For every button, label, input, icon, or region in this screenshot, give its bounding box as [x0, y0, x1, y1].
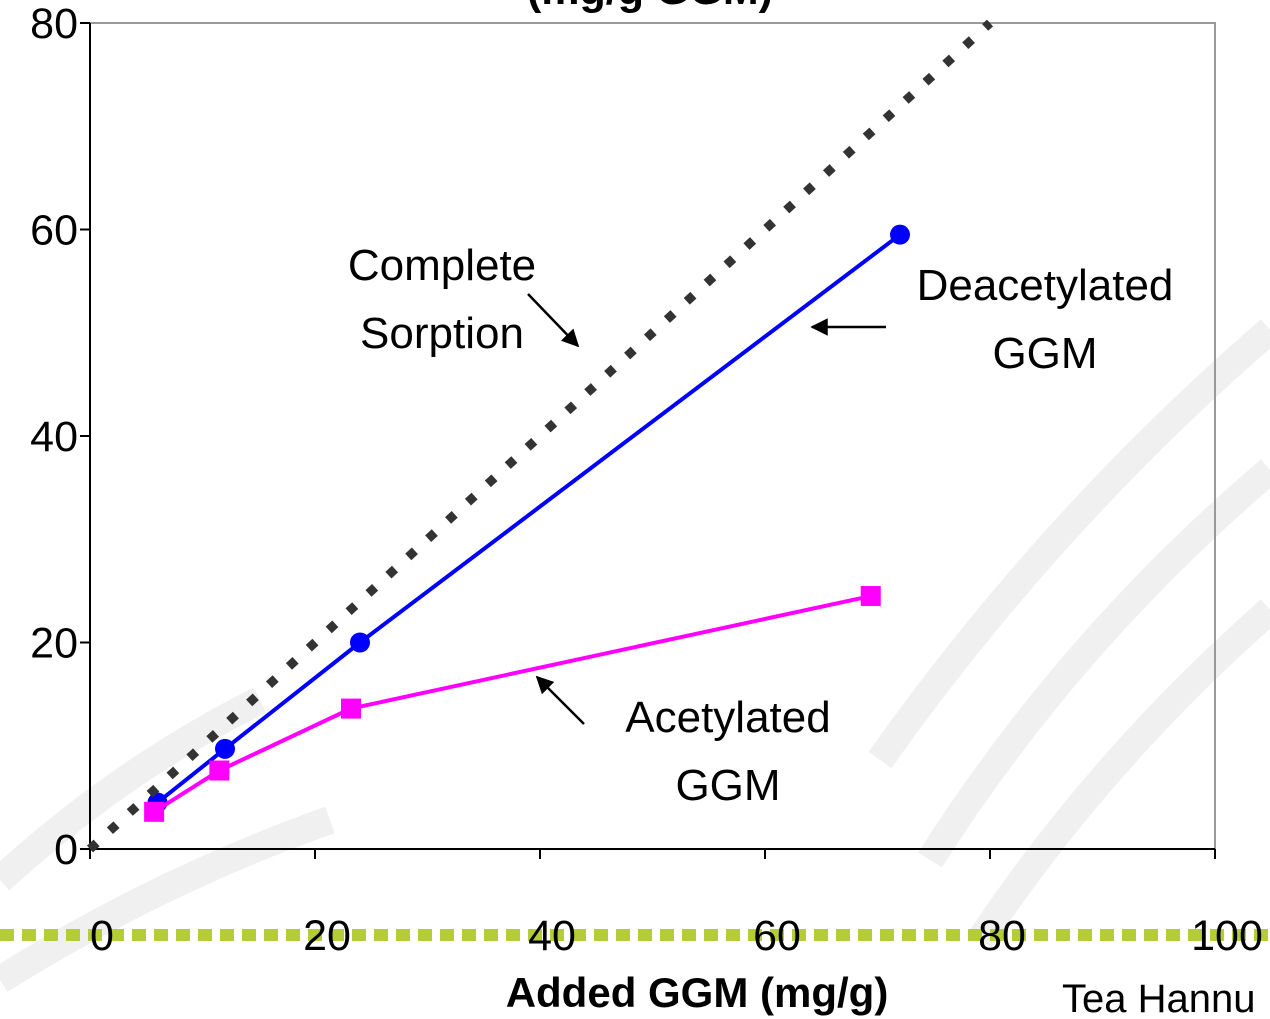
- background-swoosh-decoration: [0, 319, 1270, 992]
- series-line-deacetylated-ggm: [156, 233, 902, 805]
- series-layer: [86, 19, 994, 853]
- data-point-acetylated-ggm: [209, 760, 230, 781]
- x-tick-label: 100: [1191, 912, 1263, 960]
- annotation-complete-sorption-line1: Complete: [348, 241, 536, 290]
- data-point-acetylated-ggm: [860, 586, 881, 607]
- author-credit: Tea Hannu: [1062, 977, 1255, 1019]
- annotation-acetylated: Acetylated GGM: [535, 675, 831, 810]
- x-axis-tick-labels: 0 20 40 60 80 100: [90, 912, 1263, 960]
- y-axis-ticks: 0 20 40 60 80: [30, 0, 90, 874]
- x-tick-label: 80: [978, 912, 1026, 960]
- y-tick-label: 40: [30, 413, 78, 461]
- y-tick-label: 0: [54, 826, 78, 874]
- annotation-complete-sorption-line2: Sorption: [360, 309, 524, 358]
- annotation-deacetylated: Deacetylated GGM: [810, 261, 1174, 378]
- x-tick-label: 60: [753, 912, 801, 960]
- y-tick-label: 80: [30, 0, 78, 48]
- data-point-acetylated-ggm: [341, 698, 361, 719]
- annotation-deacetylated-line2: GGM: [992, 329, 1097, 378]
- x-tick-label: 40: [528, 912, 576, 960]
- y-tick-label: 20: [30, 620, 78, 668]
- series-line-acetylated-ggm: [153, 594, 872, 814]
- annotation-acetylated-line1: Acetylated: [625, 693, 830, 742]
- annotation-complete-sorption-arrow: [527, 293, 580, 348]
- annotation-complete-sorption: Complete Sorption: [348, 241, 580, 358]
- x-axis-label: Added GGM (mg/g): [506, 969, 889, 1016]
- data-point-deacetylated-ggm: [350, 632, 370, 653]
- y-tick-label: 60: [30, 207, 78, 255]
- data-point-deacetylated-ggm: [890, 224, 910, 245]
- x-tick-label: 0: [90, 912, 114, 960]
- x-tick-label: 20: [303, 912, 351, 960]
- x-axis-ticks: [89, 849, 1216, 859]
- annotation-acetylated-line2: GGM: [675, 761, 780, 810]
- data-point-acetylated-ggm: [144, 801, 165, 822]
- data-point-deacetylated-ggm: [215, 738, 235, 759]
- chart-title: (mg/g GGM): [527, 0, 773, 14]
- annotation-acetylated-arrow: [535, 675, 585, 725]
- annotation-deacetylated-line1: Deacetylated: [917, 261, 1174, 310]
